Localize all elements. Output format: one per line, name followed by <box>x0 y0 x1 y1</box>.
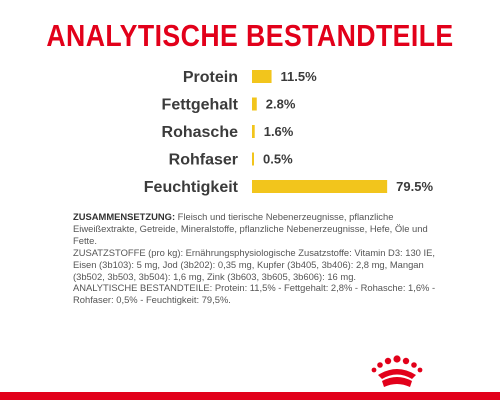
page-title: ANALYTISCHE BESTANDTEILE <box>46 18 454 53</box>
category-label: Rohasche <box>162 124 239 141</box>
bar <box>252 152 254 166</box>
analytical-paragraph: ANALYTISCHE BESTANDTEILE: Protein: 11,5%… <box>73 282 436 306</box>
category-label: Feuchtigkeit <box>144 179 239 196</box>
bar <box>252 180 388 193</box>
category-label: Fettgehalt <box>162 97 239 114</box>
bar <box>252 125 255 138</box>
bar <box>252 70 272 83</box>
category-label: Rohfaser <box>169 152 238 169</box>
composition-heading: ZUSAMMENSETZUNG: <box>73 211 176 222</box>
royal-canin-crown-logo <box>371 355 423 387</box>
bar <box>252 97 257 111</box>
category-label: Protein <box>183 69 238 86</box>
composition-body: Fleisch und tierische Nebenerzeugnisse, … <box>73 211 428 246</box>
composition-paragraph: ZUSAMMENSETZUNG: Fleisch und tierische N… <box>73 211 453 247</box>
value-label: 0.5% <box>263 152 293 167</box>
value-label: 2.8% <box>266 97 296 112</box>
bottom-accent-bar <box>0 392 500 400</box>
value-label: 11.5% <box>281 69 318 84</box>
value-label: 79.5% <box>396 179 433 194</box>
additives-paragraph: ZUSATZSTOFFE (pro kg): Ernährungsphysiol… <box>73 246 435 282</box>
composition-text: ZUSAMMENSETZUNG: Fleisch und tierische N… <box>73 211 453 306</box>
value-label: 1.6% <box>264 124 294 139</box>
